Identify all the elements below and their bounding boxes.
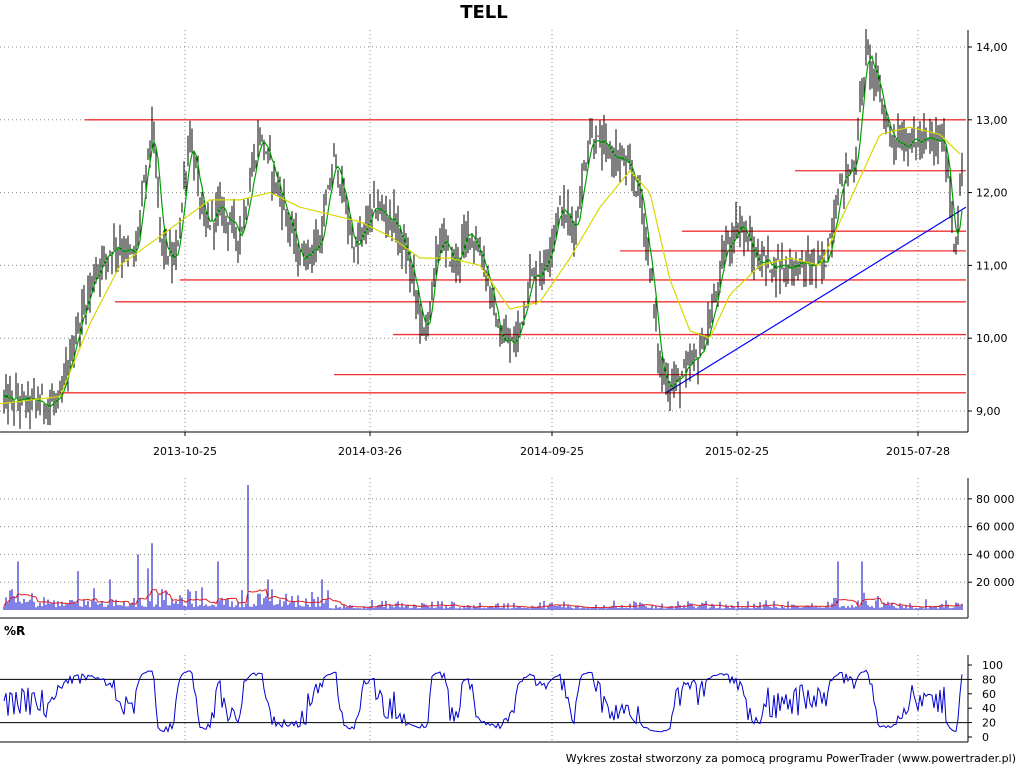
trendline — [665, 206, 967, 394]
volume-tick-label: 20 000 — [976, 576, 1015, 589]
volume-average-line — [3, 588, 962, 609]
date-tick-label: 2015-07-28 — [886, 445, 950, 458]
price-tick-label: 10,00 — [976, 332, 1008, 345]
wr-tick-label: 100 — [982, 659, 1003, 672]
price-tick-label: 13,00 — [976, 114, 1008, 127]
ma-short-line — [3, 54, 963, 408]
ma-long-line — [0, 126, 961, 405]
wr-tick-label: 0 — [982, 731, 989, 744]
price-tick-label: 14,00 — [976, 41, 1008, 54]
price-tick-label: 11,00 — [976, 259, 1008, 272]
wr-tick-label: 20 — [982, 717, 996, 730]
chart-title: TELL — [460, 2, 508, 23]
date-tick-label: 2014-09-25 — [520, 445, 584, 458]
williams-r-label: %R — [4, 624, 26, 638]
footer-credit: Wykres został stworzony za pomocą progra… — [565, 752, 1016, 765]
volume-tick-label: 60 000 — [976, 521, 1015, 534]
price-tick-label: 9,00 — [976, 405, 1001, 418]
wr-tick-label: 40 — [982, 702, 996, 715]
date-tick-label: 2014-03-26 — [338, 445, 402, 458]
volume-tick-label: 40 000 — [976, 548, 1015, 561]
date-tick-label: 2013-10-25 — [153, 445, 217, 458]
wr-tick-label: 60 — [982, 688, 996, 701]
volume-tick-label: 80 000 — [976, 493, 1015, 506]
price-tick-label: 12,00 — [976, 187, 1008, 200]
date-tick-label: 2015-02-25 — [705, 445, 769, 458]
wr-tick-label: 80 — [982, 673, 996, 686]
williams-r-line — [3, 669, 963, 733]
